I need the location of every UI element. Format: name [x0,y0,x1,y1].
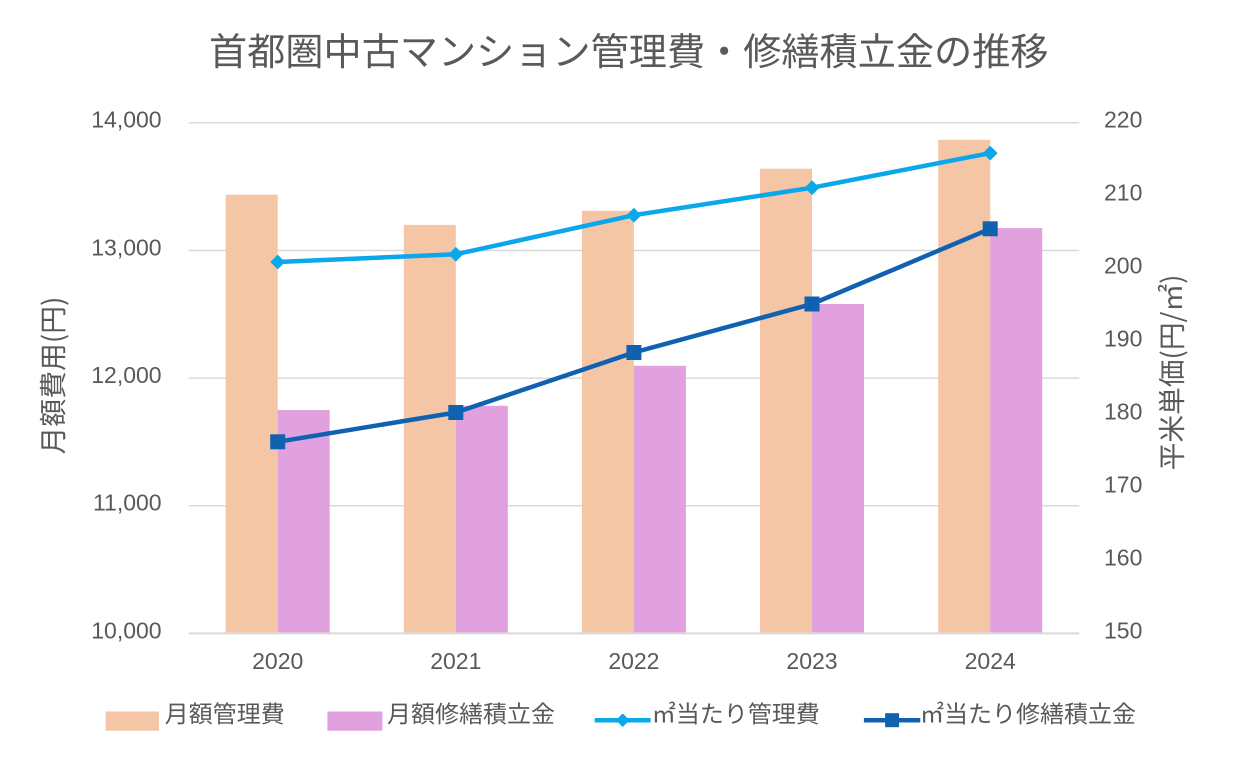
svg-text:2023: 2023 [786,648,837,674]
svg-text:210: 210 [1104,180,1142,206]
svg-text:2024: 2024 [965,648,1016,674]
svg-text:150: 150 [1104,617,1142,643]
svg-text:12,000: 12,000 [91,362,161,388]
svg-text:2021: 2021 [430,648,481,674]
svg-text:2022: 2022 [608,648,659,674]
svg-text:220: 220 [1104,107,1142,133]
svg-text:160: 160 [1104,544,1142,570]
svg-text:200: 200 [1104,253,1142,279]
svg-text:170: 170 [1104,471,1142,497]
svg-text:2020: 2020 [252,648,303,674]
svg-text:10,000: 10,000 [91,617,161,643]
svg-text:13,000: 13,000 [91,234,161,260]
svg-text:14,000: 14,000 [91,107,161,133]
svg-text:11,000: 11,000 [93,490,162,516]
svg-text:190: 190 [1104,326,1142,352]
svg-text:180: 180 [1104,399,1142,425]
